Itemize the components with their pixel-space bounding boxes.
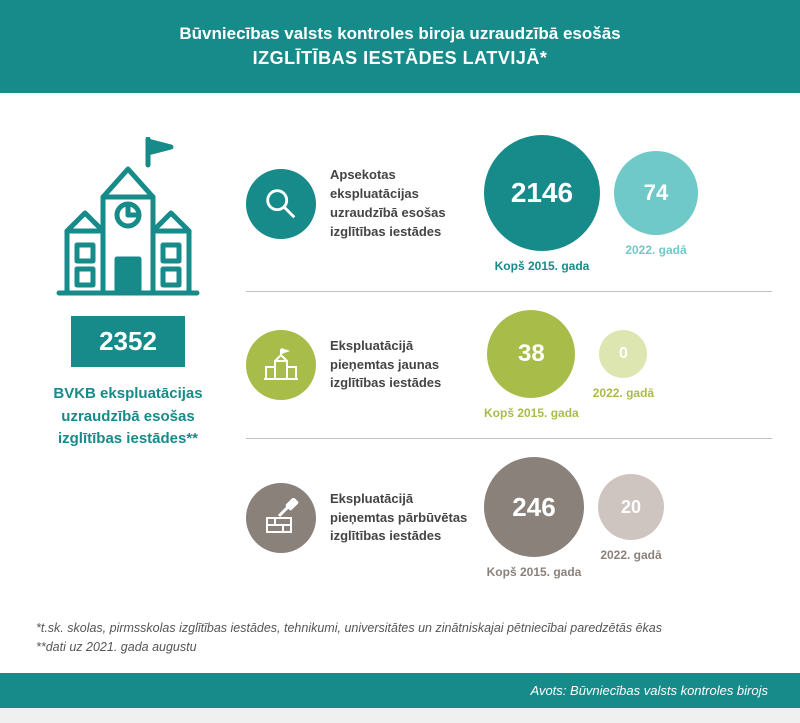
primary-caption: Kopš 2015. gada	[487, 565, 582, 579]
school-building-icon	[53, 137, 203, 302]
footnotes: *t.sk. skolas, pirmsskolas izglītības ie…	[0, 609, 800, 673]
primary-caption: Kopš 2015. gada	[484, 406, 579, 420]
total-count-badge: 2352	[71, 316, 185, 367]
total-count-label: BVKB ekspluatācijas uzraudzībā esošas iz…	[28, 383, 228, 451]
primary-value-circle: 246	[484, 457, 584, 557]
primary-stat: 38 Kopš 2015. gada	[484, 310, 579, 420]
left-column: 2352 BVKB ekspluatācijas uzraudzībā esoš…	[28, 117, 228, 597]
stat-label: Ekspluatācijā pieņemtas pārbūvētas izglī…	[330, 490, 470, 547]
school-small-icon	[246, 330, 316, 400]
secondary-value-circle: 0	[599, 330, 647, 378]
primary-stat: 246 Kopš 2015. gada	[484, 457, 584, 579]
infographic-page: Būvniecības valsts kontroles biroja uzra…	[0, 0, 800, 708]
hammer-wall-icon	[246, 483, 316, 553]
stat-row-rebuilt: Ekspluatācijā pieņemtas pārbūvētas izglī…	[246, 439, 772, 597]
right-column: Apsekotas ekspluatācijas uzraudzībā esoš…	[246, 117, 772, 597]
primary-value-circle: 38	[487, 310, 575, 398]
header-title-line2: IZGLĪTĪBAS IESTĀDES LATVIJĀ*	[40, 48, 760, 69]
primary-caption: Kopš 2015. gada	[495, 259, 590, 273]
stat-label: Apsekotas ekspluatācijas uzraudzībā esoš…	[330, 166, 470, 241]
stat-row-new: Ekspluatācijā pieņemtas jaunas izglītība…	[246, 292, 772, 438]
secondary-value-circle: 20	[598, 474, 664, 540]
secondary-stat: 0 2022. gadā	[593, 330, 654, 400]
primary-stat: 2146 Kopš 2015. gada	[484, 135, 600, 273]
stat-label: Ekspluatācijā pieņemtas jaunas izglītība…	[330, 337, 470, 394]
magnify-icon	[246, 169, 316, 239]
secondary-stat: 20 2022. gadā	[598, 474, 664, 562]
header-title-line1: Būvniecības valsts kontroles biroja uzra…	[40, 24, 760, 44]
footnote-1: *t.sk. skolas, pirmsskolas izglītības ie…	[36, 619, 764, 638]
stat-row-inspected: Apsekotas ekspluatācijas uzraudzībā esoš…	[246, 117, 772, 291]
secondary-stat: 74 2022. gadā	[614, 151, 698, 257]
secondary-caption: 2022. gadā	[593, 386, 654, 400]
secondary-caption: 2022. gadā	[625, 243, 686, 257]
secondary-caption: 2022. gadā	[600, 548, 661, 562]
content-area: 2352 BVKB ekspluatācijas uzraudzībā esoš…	[0, 93, 800, 609]
source-bar: Avots: Būvniecības valsts kontroles biro…	[0, 673, 800, 708]
footnote-2: **dati uz 2021. gada augustu	[36, 638, 764, 657]
secondary-value-circle: 74	[614, 151, 698, 235]
primary-value-circle: 2146	[484, 135, 600, 251]
header: Būvniecības valsts kontroles biroja uzra…	[0, 0, 800, 93]
